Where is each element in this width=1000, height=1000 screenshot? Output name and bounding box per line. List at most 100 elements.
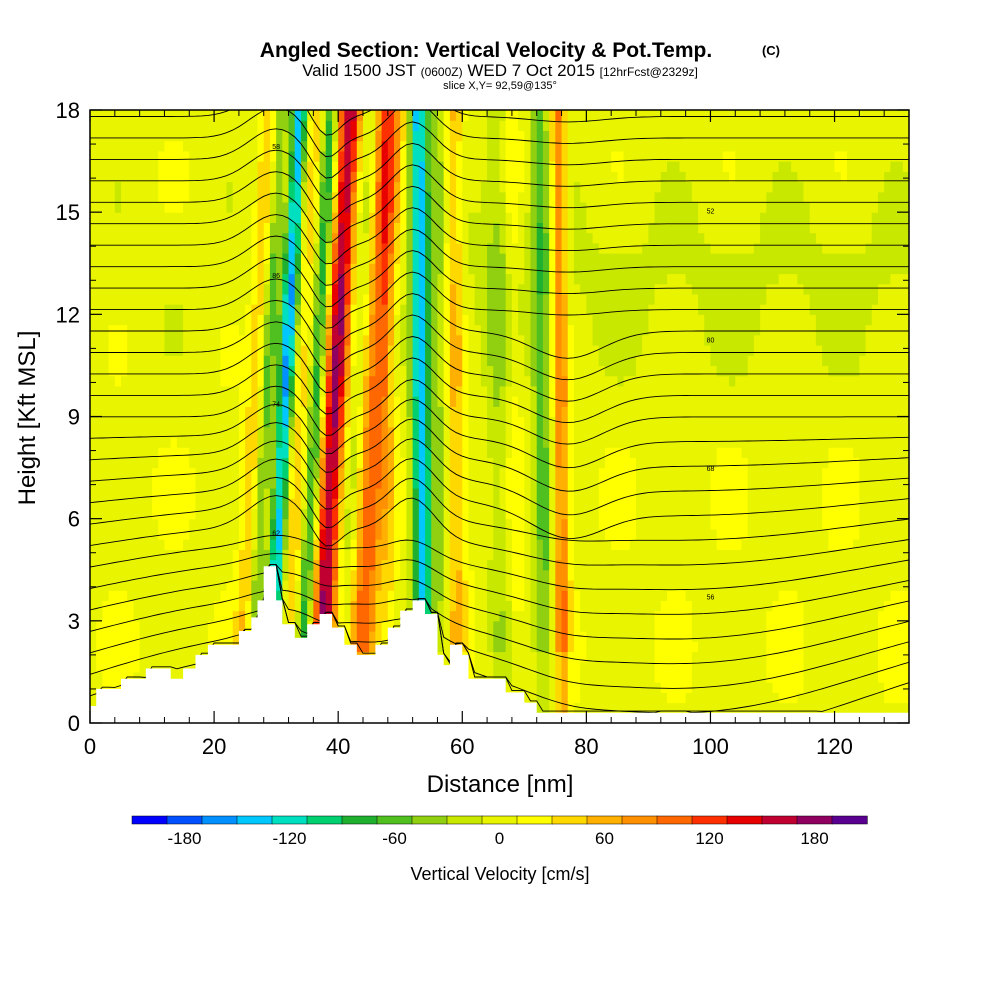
velocity-cell: [468, 355, 476, 367]
velocity-cell: [176, 283, 184, 295]
velocity-cell: [251, 508, 259, 520]
velocity-cell: [232, 559, 240, 571]
velocity-cell: [164, 283, 172, 295]
velocity-cell: [549, 651, 556, 663]
velocity-cell: [195, 324, 203, 336]
velocity-cell: [152, 385, 159, 397]
velocity-cell: [251, 365, 259, 377]
velocity-cell: [183, 181, 190, 193]
velocity-cell: [183, 508, 190, 520]
velocity-cell: [127, 641, 135, 653]
velocity-cell: [474, 242, 482, 254]
velocity-cell: [530, 671, 538, 683]
velocity-cell: [431, 304, 439, 315]
velocity-cell: [487, 436, 494, 448]
velocity-cell: [170, 365, 178, 377]
velocity-cell: [493, 590, 501, 601]
velocity-cell: [505, 324, 513, 336]
velocity-cell: [456, 559, 463, 571]
velocity-cell: [573, 590, 581, 601]
velocity-cell: [232, 375, 240, 387]
velocity-cell: [462, 171, 470, 183]
velocity-cell: [536, 130, 544, 142]
velocity-cell: [300, 426, 308, 438]
velocity-cell: [238, 426, 246, 438]
velocity-cell: [555, 447, 563, 458]
velocity-cell: [518, 508, 525, 520]
velocity-cell: [214, 508, 221, 520]
velocity-cell: [282, 447, 290, 458]
velocity-cell: [350, 161, 358, 172]
velocity-cell: [325, 559, 333, 571]
velocity-cell: [549, 426, 556, 438]
velocity-cell: [251, 488, 259, 499]
velocity-cell: [232, 161, 240, 172]
velocity-cell: [331, 171, 339, 183]
velocity-cell: [263, 304, 271, 315]
velocity-cell: [555, 150, 563, 162]
velocity-cell: [96, 314, 103, 326]
velocity-cell: [152, 283, 159, 295]
velocity-cell: [170, 467, 178, 479]
velocity-cell: [189, 651, 197, 663]
velocity-cell: [580, 447, 587, 458]
velocity-cell: [406, 304, 414, 315]
velocity-cell: [152, 416, 159, 428]
velocity-cell: [90, 528, 97, 540]
velocity-cell: [300, 416, 308, 428]
velocity-cell: [232, 344, 240, 356]
velocity-cell: [251, 590, 259, 601]
velocity-cell: [344, 600, 352, 612]
velocity-cell: [412, 467, 420, 479]
velocity-cell: [90, 539, 97, 550]
velocity-cell: [449, 344, 457, 356]
velocity-cell: [214, 498, 221, 510]
velocity-cell: [536, 528, 544, 540]
velocity-cell: [176, 120, 184, 132]
velocity-cell: [443, 171, 451, 183]
velocity-cell: [307, 508, 314, 520]
velocity-cell: [307, 130, 314, 142]
velocity-cell: [276, 222, 283, 234]
velocity-cell: [536, 600, 544, 612]
velocity-cell: [518, 590, 525, 601]
velocity-cell: [369, 488, 376, 499]
velocity-cell: [443, 161, 451, 172]
velocity-cell: [226, 324, 234, 336]
velocity-cell: [257, 539, 265, 550]
velocity-cell: [331, 161, 339, 172]
velocity-cell: [462, 549, 470, 561]
velocity-cell: [443, 416, 451, 428]
velocity-cell: [592, 641, 600, 653]
velocity-cell: [307, 528, 314, 540]
velocity-cell: [363, 355, 370, 367]
velocity-cell: [524, 620, 532, 632]
velocity-cell: [592, 498, 600, 510]
velocity-cell: [189, 324, 197, 336]
velocity-cell: [220, 130, 228, 142]
velocity-cell: [313, 171, 321, 183]
velocity-cell: [480, 273, 488, 285]
velocity-cell: [152, 579, 159, 591]
velocity-cell: [511, 201, 519, 213]
velocity-cell: [567, 702, 575, 714]
velocity-cell: [567, 365, 575, 377]
velocity-cell: [201, 426, 209, 438]
velocity-cell: [139, 273, 147, 285]
velocity-cell: [375, 508, 383, 520]
velocity-cell: [530, 620, 538, 632]
velocity-cell: [269, 467, 277, 479]
velocity-cell: [238, 130, 246, 142]
velocity-cell: [412, 385, 420, 397]
velocity-cell: [276, 161, 283, 172]
velocity-cell: [375, 253, 383, 264]
velocity-cell: [573, 620, 581, 632]
velocity-cell: [406, 396, 414, 407]
velocity-cell: [350, 559, 358, 571]
velocity-cell: [567, 498, 575, 510]
velocity-cell: [363, 518, 370, 530]
velocity-cell: [294, 293, 302, 305]
velocity-cell: [580, 661, 587, 673]
velocity-cell: [480, 651, 488, 663]
velocity-cell: [121, 396, 128, 407]
